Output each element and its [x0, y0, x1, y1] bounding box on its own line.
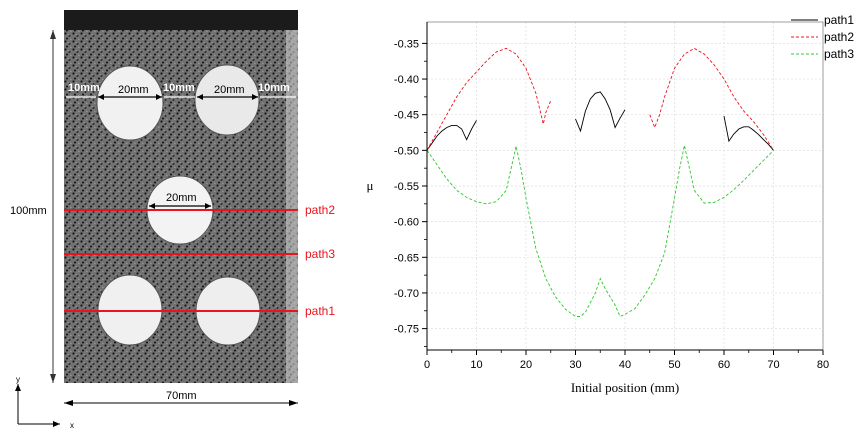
height-label: 100mm	[10, 205, 47, 217]
path3-legend-label: path3	[824, 47, 854, 61]
path1-legend-label: path1	[824, 13, 854, 27]
path2-series-line	[426, 47, 552, 151]
x-tick-label: 60	[718, 359, 730, 371]
dim-hole-width-1: 20mm	[118, 84, 149, 96]
path3-series-line	[426, 145, 774, 318]
path2-series-line	[649, 47, 774, 151]
hole-top-right	[194, 64, 260, 136]
path1-label: path1	[305, 304, 335, 318]
x-tick-label: 70	[767, 359, 779, 371]
y-tick-label: -0.65	[394, 252, 419, 264]
x-tick-label: 80	[817, 359, 829, 371]
path1-series-line	[426, 120, 477, 151]
legend: path1 path2 path3	[791, 13, 854, 61]
y-tick-label: -0.35	[394, 38, 419, 50]
dim-left-margin: 10mm	[68, 82, 100, 94]
path1-series-line	[723, 116, 774, 151]
dim-middle-hole: 20mm	[166, 192, 197, 204]
path1-series-line	[575, 91, 626, 133]
x-tick-label: 20	[520, 359, 532, 371]
specimen-figure: 10mm 20mm 10mm 20mm 10mm 20mm path2 path…	[10, 10, 335, 429]
y-tick-label: -0.75	[394, 324, 419, 336]
coord-axis-y-label: y	[16, 375, 20, 384]
x-tick-label: 40	[619, 359, 631, 371]
x-tick-label: 30	[569, 359, 581, 371]
dim-hole-gap: 10mm	[163, 82, 195, 94]
x-tick-label: 50	[668, 359, 680, 371]
dim-hole-width-2: 20mm	[214, 84, 245, 96]
friction-chart: 0 10 20 30 40 50 60 70 80 -0.35 -0.40 -0.45 -0.50 -0.…	[367, 13, 855, 395]
y-tick-label: -0.40	[394, 74, 419, 86]
x-tick-label: 0	[424, 359, 430, 371]
path2-legend-label: path2	[824, 30, 854, 44]
y-tick-label: -0.70	[394, 288, 419, 300]
path3-label: path3	[305, 247, 335, 261]
x-tick-label: 10	[470, 359, 482, 371]
hole-top-left	[96, 65, 164, 141]
coord-axis-x-label: x	[70, 421, 74, 429]
dim-right-margin: 10mm	[258, 82, 290, 94]
y-tick-label: -0.60	[394, 217, 419, 229]
y-tick-label: -0.50	[394, 145, 419, 157]
width-label: 70mm	[166, 390, 197, 402]
y-axis-title: μ	[367, 178, 374, 193]
y-tick-label: -0.55	[394, 181, 419, 193]
y-tick-label: -0.45	[394, 110, 419, 122]
x-axis-title: Initial position (mm)	[571, 380, 679, 395]
path2-label: path2	[305, 203, 335, 217]
